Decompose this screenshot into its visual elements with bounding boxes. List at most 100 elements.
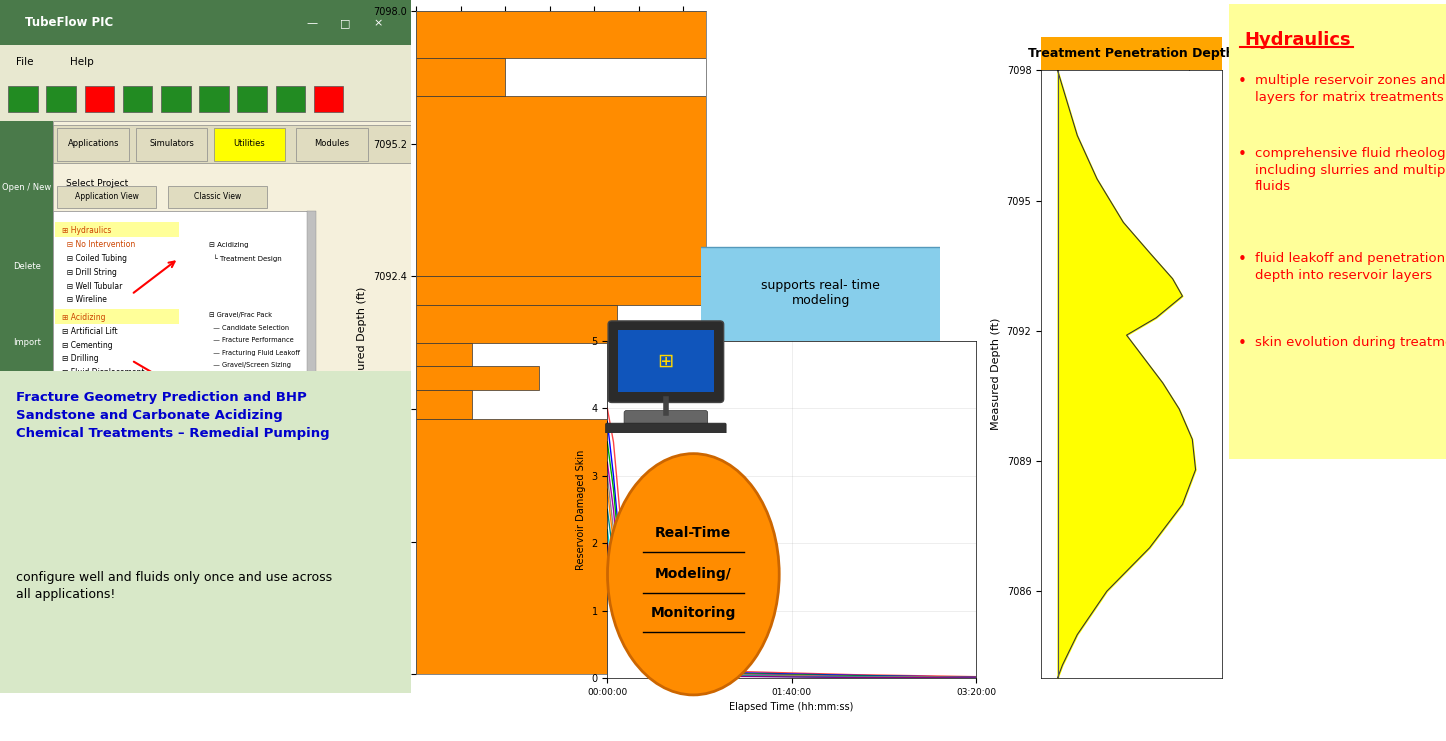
FancyBboxPatch shape: [214, 128, 285, 162]
Text: Simulators: Simulators: [149, 139, 194, 148]
Text: ⊟ Cementing: ⊟ Cementing: [62, 341, 113, 350]
Text: 989.46: 989.46: [257, 470, 283, 479]
Circle shape: [745, 423, 816, 482]
Text: — Fracturing Fluid Leakoff: — Fracturing Fluid Leakoff: [210, 350, 301, 356]
Text: Fracture Half-Length (ft): Fracture Half-Length (ft): [62, 470, 155, 479]
Bar: [416, 343, 471, 366]
Text: ⊞ Acidizing: ⊞ Acidizing: [62, 313, 106, 322]
Text: — Gravel/Screen Sizing: — Gravel/Screen Sizing: [210, 362, 292, 368]
Text: •: •: [1238, 336, 1246, 351]
FancyBboxPatch shape: [54, 211, 308, 399]
FancyBboxPatch shape: [314, 86, 343, 112]
FancyBboxPatch shape: [58, 186, 156, 208]
Text: ⊟ Gravel/Frac Pack: ⊟ Gravel/Frac Pack: [210, 312, 272, 318]
FancyBboxPatch shape: [9, 86, 38, 112]
FancyBboxPatch shape: [606, 423, 726, 435]
Text: TubeFlow PIC: TubeFlow PIC: [25, 16, 113, 30]
Text: └ Treatment Design: └ Treatment Design: [210, 255, 282, 262]
Text: Proj: Proj: [64, 668, 78, 677]
FancyBboxPatch shape: [276, 86, 305, 112]
Text: Fracture Geometry Prediction and BHP
Sandstone and Carbonate Acidizing
Chemical : Fracture Geometry Prediction and BHP San…: [16, 391, 330, 440]
Text: ⊟ Well Tubular: ⊟ Well Tubular: [62, 282, 121, 290]
Text: Export: Export: [13, 415, 40, 424]
Circle shape: [727, 391, 813, 462]
Text: ×: ×: [373, 18, 383, 28]
Text: 2771.43: 2771.43: [257, 598, 288, 608]
FancyBboxPatch shape: [237, 86, 268, 112]
Y-axis label: Measured Depth (ft): Measured Depth (ft): [991, 318, 1001, 431]
FancyBboxPatch shape: [609, 321, 723, 402]
FancyBboxPatch shape: [0, 80, 411, 122]
Text: File: File: [16, 57, 33, 67]
Text: Classic View: Classic View: [194, 192, 241, 202]
Text: configure well and fluids only once and use across
all applications!: configure well and fluids only once and …: [16, 571, 333, 601]
FancyBboxPatch shape: [698, 247, 943, 342]
FancyBboxPatch shape: [55, 504, 357, 531]
FancyBboxPatch shape: [54, 122, 411, 693]
Text: •: •: [1238, 147, 1246, 162]
Text: New: New: [64, 651, 81, 659]
Text: Monitoring: Monitoring: [651, 605, 736, 619]
Text: Applications: Applications: [68, 139, 119, 148]
Text: Import: Import: [13, 339, 40, 348]
Text: ⊟ Acidizing: ⊟ Acidizing: [210, 242, 249, 247]
Text: Fracture Height (ft): Fracture Height (ft): [62, 554, 136, 562]
Y-axis label: Measured Depth (ft): Measured Depth (ft): [357, 287, 367, 399]
Text: 0.218: 0.218: [257, 512, 278, 521]
FancyBboxPatch shape: [55, 591, 357, 618]
Text: Fracture Geometry: Fracture Geometry: [65, 428, 162, 437]
Bar: [416, 419, 706, 674]
Text: Modeling/: Modeling/: [655, 568, 732, 581]
FancyBboxPatch shape: [85, 86, 114, 112]
FancyBboxPatch shape: [200, 86, 228, 112]
Text: □: □: [340, 18, 350, 28]
FancyBboxPatch shape: [250, 399, 314, 421]
FancyBboxPatch shape: [0, 0, 411, 45]
Text: 250.00: 250.00: [257, 554, 283, 562]
FancyBboxPatch shape: [253, 545, 357, 573]
Text: ⊞: ⊞: [658, 352, 674, 370]
FancyBboxPatch shape: [55, 545, 357, 573]
Text: Treatment Penetration Depth: Treatment Penetration Depth: [1028, 47, 1235, 60]
Text: •: •: [1238, 252, 1246, 267]
Y-axis label: Reservoir Damaged Skin: Reservoir Damaged Skin: [576, 449, 586, 570]
Text: Open / New: Open / New: [1, 182, 51, 192]
Text: ⊞ Fracturing: ⊞ Fracturing: [62, 384, 110, 393]
Text: ⊟ Drilling: ⊟ Drilling: [62, 354, 98, 363]
Text: Open: Open: [270, 405, 295, 415]
FancyBboxPatch shape: [625, 411, 707, 429]
Text: ⊟ Artificial Lift: ⊟ Artificial Lift: [62, 327, 117, 336]
FancyBboxPatch shape: [0, 367, 419, 545]
FancyBboxPatch shape: [0, 0, 411, 693]
FancyBboxPatch shape: [55, 309, 179, 325]
Text: Utilities: Utilities: [234, 139, 266, 148]
Text: ⊟ No Intervention: ⊟ No Intervention: [62, 240, 134, 249]
Bar: [416, 11, 706, 59]
Bar: [416, 390, 471, 419]
Text: Engineering
APIs: Engineering APIs: [771, 422, 856, 451]
FancyBboxPatch shape: [0, 122, 54, 693]
FancyBboxPatch shape: [253, 462, 357, 490]
Bar: [416, 276, 706, 305]
Text: Delete: Delete: [13, 262, 40, 271]
Bar: [416, 305, 616, 343]
FancyBboxPatch shape: [617, 330, 714, 392]
Text: skin evolution during treatment: skin evolution during treatment: [1255, 336, 1446, 349]
Text: Real-Time: Real-Time: [655, 526, 732, 540]
Text: ⊟ Fluid Displacement: ⊟ Fluid Displacement: [62, 368, 145, 377]
Circle shape: [811, 423, 882, 482]
Text: Fracture Volume (ft³): Fracture Volume (ft³): [62, 598, 142, 608]
Text: —: —: [307, 18, 318, 28]
Text: — Fracture Performance: — Fracture Performance: [210, 337, 294, 343]
FancyBboxPatch shape: [46, 86, 77, 112]
FancyBboxPatch shape: [253, 504, 357, 531]
Text: comprehensive fluid rheology
including slurries and multiphase
fluids: comprehensive fluid rheology including s…: [1255, 147, 1446, 193]
FancyBboxPatch shape: [55, 222, 179, 237]
Ellipse shape: [607, 453, 779, 695]
FancyBboxPatch shape: [123, 86, 152, 112]
Text: Help: Help: [69, 57, 94, 67]
Text: Fracture Width (in): Fracture Width (in): [62, 512, 133, 521]
Text: Application View: Application View: [75, 192, 139, 202]
FancyBboxPatch shape: [295, 128, 367, 162]
Bar: [416, 59, 506, 96]
